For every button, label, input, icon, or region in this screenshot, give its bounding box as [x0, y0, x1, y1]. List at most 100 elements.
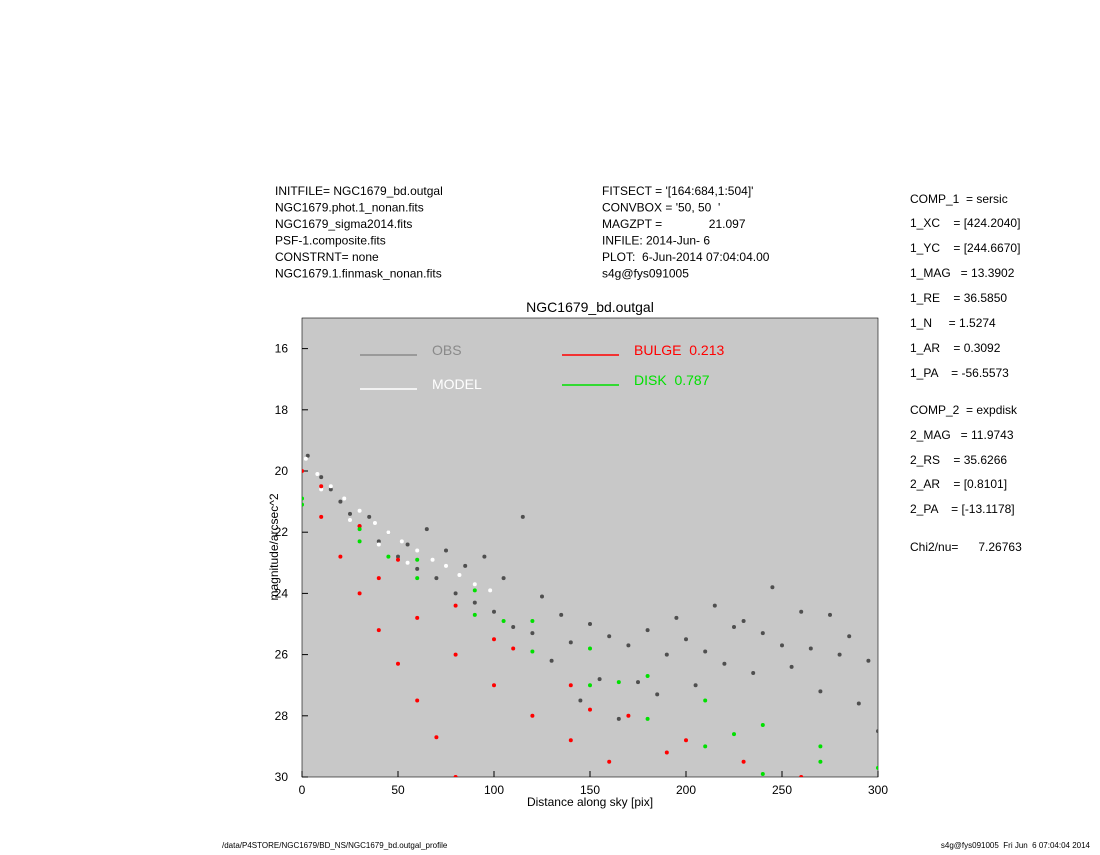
point	[760, 722, 765, 727]
point	[837, 652, 842, 657]
fit-parameter: 1_XC = [424.2040]	[910, 216, 1020, 230]
footer-right: s4g@fys091005 Fri Jun 6 07:04:04 2014	[941, 841, 1091, 850]
y-axis-label: magnitude/arcsec^2	[267, 493, 281, 600]
point	[376, 539, 381, 544]
point	[472, 612, 477, 617]
point	[568, 738, 573, 743]
header-left-line: INITFILE= NGC1679_bd.outgal	[275, 184, 443, 198]
point	[866, 658, 871, 663]
fit-parameter: 2_RS = 35.6266	[910, 453, 1007, 467]
point	[319, 475, 324, 480]
point	[319, 487, 324, 492]
point	[741, 618, 746, 623]
point	[415, 576, 420, 581]
fit-parameter: Chi2/nu= 7.26763	[910, 540, 1022, 554]
point	[396, 554, 400, 559]
point	[328, 487, 333, 492]
point	[302, 502, 304, 507]
x-tick-label: 300	[868, 783, 888, 797]
point	[703, 649, 708, 654]
point	[770, 585, 775, 590]
point	[444, 548, 448, 553]
x-tick-label: 200	[676, 783, 696, 797]
fit-parameter: 2_PA = [-13.1178]	[910, 502, 1015, 516]
point	[501, 618, 506, 623]
point	[693, 683, 698, 688]
point	[664, 750, 669, 755]
point	[511, 625, 516, 630]
point	[305, 453, 310, 458]
header-middle-line: PLOT: 6-Jun-2014 07:04:04.00	[602, 250, 770, 264]
x-axis-label: Distance along sky [pix]	[527, 795, 653, 809]
point	[415, 615, 420, 620]
point	[472, 588, 477, 593]
point	[674, 615, 679, 620]
point	[549, 658, 554, 663]
point	[530, 618, 535, 623]
point	[472, 600, 477, 605]
y-tick-label: 22	[275, 525, 289, 539]
legend-label: BULGE 0.213	[634, 342, 724, 358]
y-tick-label: 18	[275, 403, 289, 417]
plot-area	[301, 317, 879, 778]
point	[492, 683, 496, 688]
legend-label: OBS	[432, 342, 462, 358]
fit-parameter: 1_MAG = 13.3902	[910, 266, 1015, 280]
point	[415, 557, 420, 562]
point	[463, 563, 468, 568]
fit-parameter: 1_RE = 36.5850	[910, 291, 1007, 305]
point	[357, 508, 362, 513]
point	[386, 530, 391, 535]
point	[424, 527, 429, 532]
point	[559, 612, 564, 617]
point	[434, 735, 439, 740]
header-left-line: PSF-1.composite.fits	[275, 234, 386, 248]
header-left-line: NGC1679.1.finmask_nonan.fits	[275, 267, 442, 281]
point	[703, 744, 708, 749]
point	[511, 646, 516, 651]
point	[664, 652, 669, 657]
point	[415, 548, 420, 553]
point	[315, 472, 320, 477]
point	[405, 542, 410, 547]
y-tick-label: 24	[275, 586, 289, 600]
point	[396, 557, 400, 562]
point	[376, 576, 381, 581]
point	[568, 640, 573, 645]
point	[588, 683, 592, 688]
y-tick-label: 26	[275, 648, 289, 662]
point	[357, 524, 362, 529]
point	[799, 775, 804, 777]
point	[760, 631, 765, 636]
point	[645, 674, 650, 679]
point	[616, 716, 621, 721]
header-left-line: CONSTRNT= none	[275, 250, 379, 264]
point	[712, 603, 717, 608]
point	[636, 680, 640, 685]
point	[789, 664, 794, 669]
point	[376, 542, 381, 547]
point	[876, 765, 878, 770]
point	[457, 573, 462, 578]
y-tick-label: 16	[275, 342, 289, 356]
legend-label: DISK 0.787	[634, 372, 710, 388]
point	[818, 744, 823, 749]
point	[722, 661, 727, 666]
point	[530, 713, 535, 718]
point	[319, 484, 324, 489]
point	[357, 539, 362, 544]
y-tick-label: 28	[275, 709, 289, 723]
point	[415, 698, 420, 703]
fit-parameter: COMP_2 = expdisk	[910, 403, 1018, 417]
point	[799, 609, 804, 614]
point	[488, 588, 493, 593]
point	[780, 643, 784, 648]
fit-parameter: 1_YC = [244.6670]	[910, 241, 1020, 255]
fit-parameter: 1_AR = 0.3092	[910, 341, 1001, 355]
point	[588, 622, 592, 626]
point	[741, 759, 746, 764]
header-middle-line: INFILE: 2014-Jun- 6	[602, 234, 710, 248]
point	[357, 527, 362, 532]
